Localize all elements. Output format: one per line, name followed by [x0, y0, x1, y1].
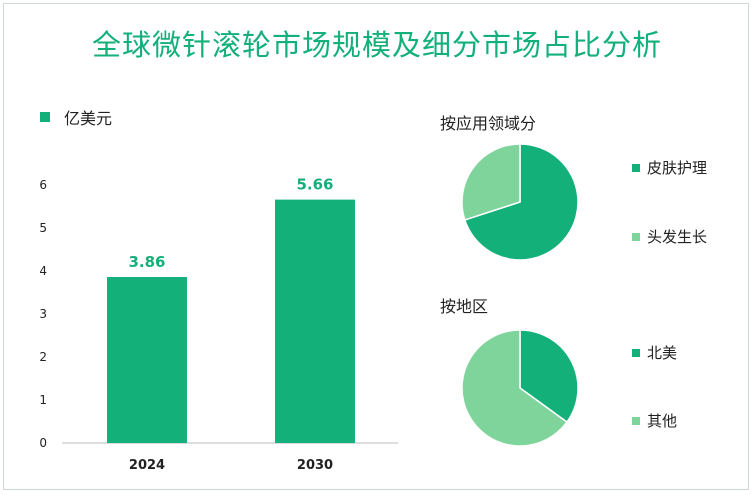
- pie1-legend-label-1: 头发生长: [647, 228, 708, 246]
- pie2-slice-0: [519, 329, 579, 424]
- bar-2024: [107, 277, 187, 443]
- pie1-legend-item-1: 头发生长: [632, 226, 707, 247]
- pie2-legend-swatch-1: [632, 416, 640, 425]
- pie2-legend-label-1: 其他: [647, 412, 678, 430]
- pie1-title: 按应用领域分: [440, 114, 537, 133]
- pie1-legend-swatch-1: [632, 232, 640, 241]
- x-tick-label: 2030: [297, 458, 333, 473]
- pie2-legend-item-0: 北美: [632, 342, 677, 363]
- bar-2030: [275, 199, 355, 443]
- pie1-legend-label-0: 皮肤护理: [647, 159, 708, 177]
- pie1-slice-1: [461, 143, 521, 221]
- page-title: 全球微针滚轮市场规模及细分市场占比分析: [91, 28, 662, 62]
- bar-legend-label: 亿美元: [64, 109, 113, 128]
- pie1-legend-swatch-0: [632, 163, 640, 172]
- bar-legend: 亿美元: [40, 105, 112, 129]
- y-tick-label: 2: [39, 350, 47, 364]
- y-tick-label: 6: [39, 178, 47, 192]
- x-tick-label: 2024: [129, 458, 165, 473]
- y-tick-label: 0: [39, 436, 47, 450]
- y-tick-label: 4: [39, 264, 47, 278]
- y-tick-label: 1: [39, 393, 47, 407]
- y-tick-label: 3: [39, 307, 47, 321]
- pie2-title: 按地区: [440, 297, 489, 316]
- bar-value-label: 5.66: [296, 176, 333, 194]
- pie1-legend-item-0: 皮肤护理: [632, 157, 707, 178]
- pie2-legend-swatch-0: [632, 348, 640, 357]
- bar-legend-swatch: [40, 112, 50, 122]
- pie2-legend-label-0: 北美: [647, 344, 678, 362]
- pie1-slice-0: [463, 143, 579, 261]
- bar-value-label: 3.86: [128, 253, 165, 271]
- y-tick-label: 5: [39, 221, 47, 235]
- pie2-legend-item-1: 其他: [632, 410, 677, 431]
- pie2-slice-1: [461, 329, 568, 447]
